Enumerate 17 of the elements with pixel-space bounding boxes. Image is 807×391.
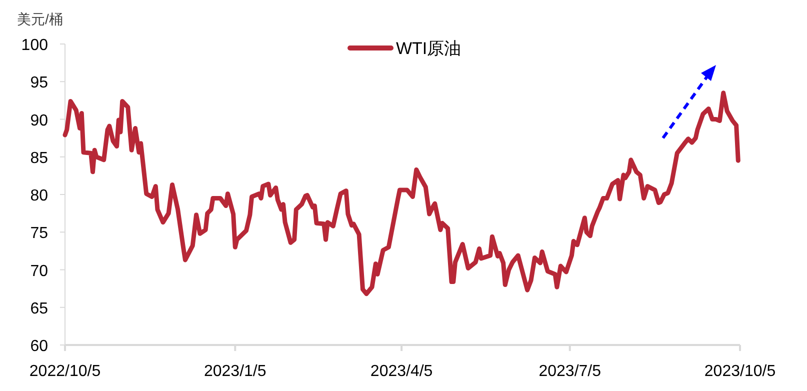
x-tick-label: 2022/10/5 [29,363,101,380]
y-tick-label: 80 [30,188,48,204]
x-tick-label: 2023/10/5 [704,363,776,380]
y-axis-title: 美元/桶 [17,11,63,27]
x-tick-label: 2023/4/5 [370,363,433,380]
y-tick-label: 100 [21,37,48,54]
y-tick-label: 60 [30,338,48,355]
y-tick-label: 90 [30,112,48,130]
y-tick-label: 70 [30,262,48,280]
x-tick-label: 2023/7/5 [538,363,602,380]
y-tick-label: 65 [30,300,48,318]
y-tick-label: 75 [30,225,48,242]
y-tick-label: 85 [30,150,48,167]
legend: WTI原油 [348,39,462,58]
x-tick-label: 2023/1/5 [204,363,266,380]
legend-label: WTI原油 [396,39,462,58]
y-tick-label: 95 [30,74,48,92]
